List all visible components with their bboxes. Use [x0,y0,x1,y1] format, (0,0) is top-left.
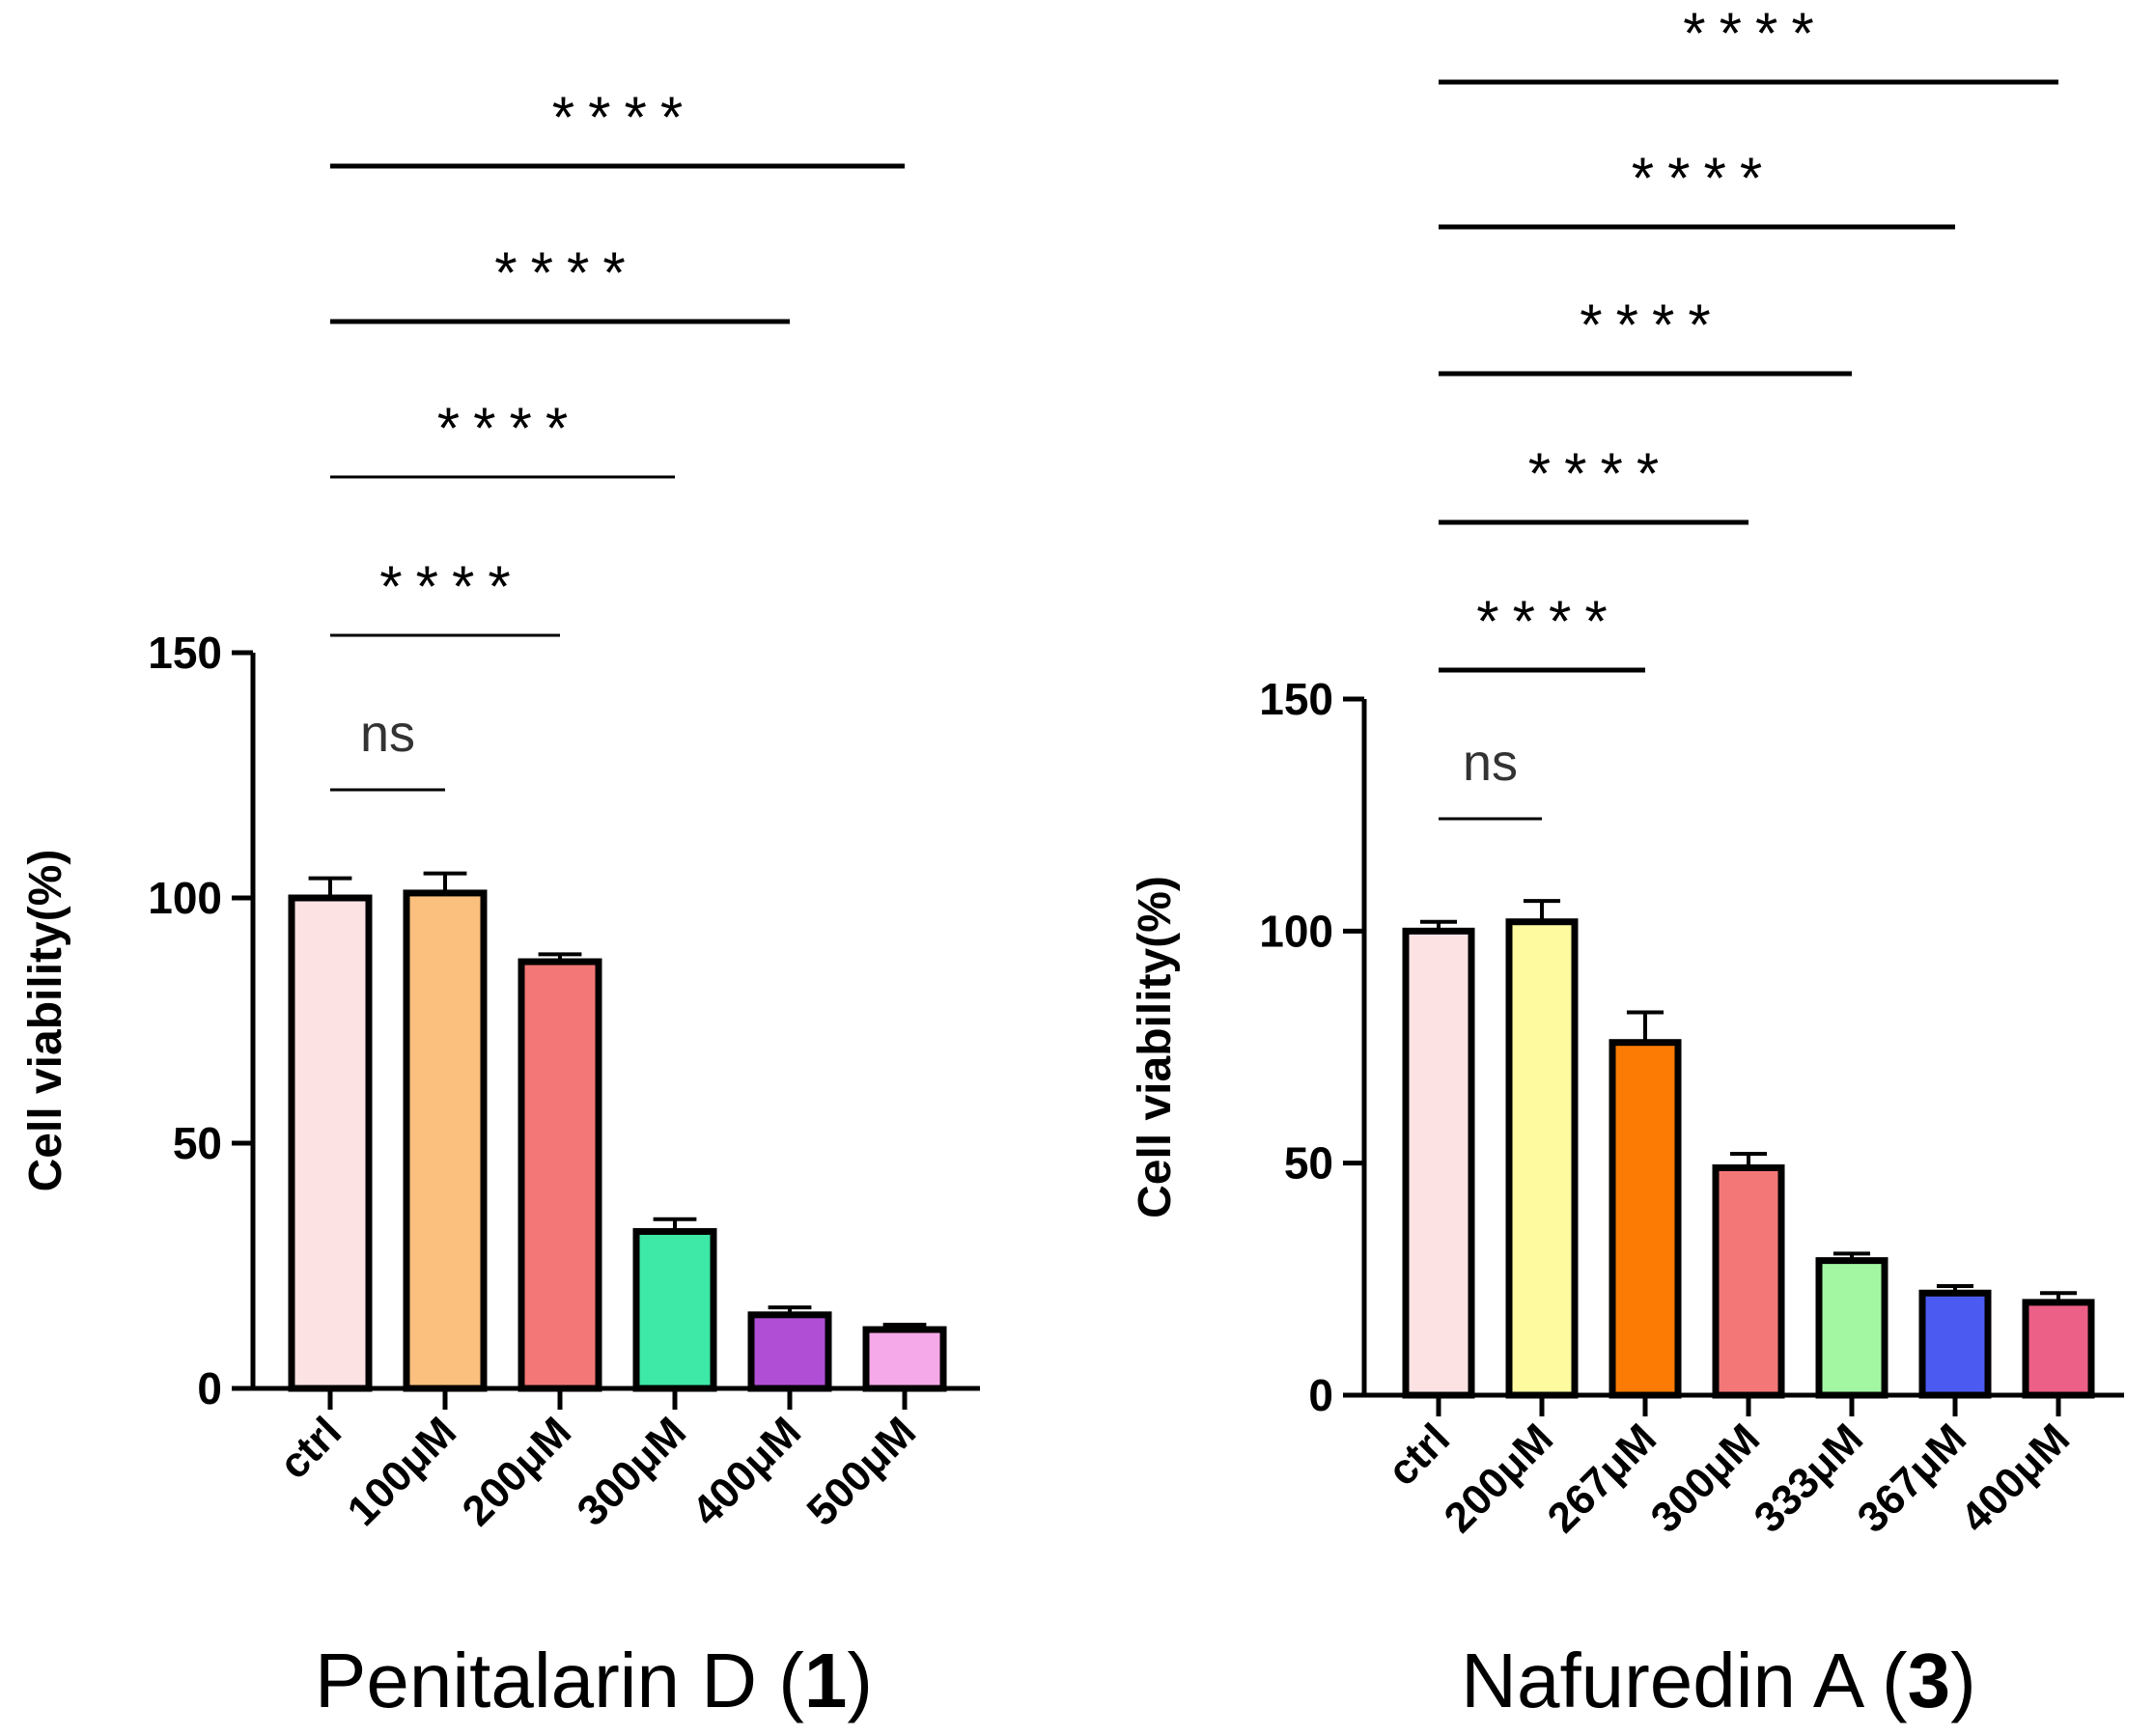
nafuredin-a-y-tick-label: 100 [1259,906,1333,956]
nafuredin-a-y-tick-label: 50 [1284,1138,1333,1189]
penitalarin-d-y-tick-label: 100 [148,873,222,923]
penitalarin-d-bar-5 [862,1326,947,1392]
nafuredin-a-bar-1 [1505,918,1579,1399]
penitalarin-d-y-tick-label: 0 [197,1363,222,1414]
nafuredin-a-bar-0 [1402,927,1475,1399]
nafuredin-a-significance-label: **** [1580,293,1723,357]
penitalarin-d-bar-0 [288,894,373,1392]
nafuredin-a-chart-title: Nafuredin A (3) [1461,1638,1976,1723]
penitalarin-d-bar-4 [747,1311,832,1392]
nafuredin-a-category-label: 333μM [1746,1414,1873,1542]
nafuredin-a-category-label: 200μM [1436,1414,1563,1542]
nafuredin-a-bar-3 [1712,1163,1785,1399]
nafuredin-a-category-label: 400μM [1952,1414,2080,1542]
penitalarin-d-significance-label: **** [437,396,581,461]
penitalarin-d-significance-label: ns [360,705,415,763]
nafuredin-a-bar-6 [2022,1299,2095,1399]
penitalarin-d-significance-label: **** [552,85,696,150]
nafuredin-a-panel: Nafuredin A (3) 0 50 100 150 Cell viability(… [1130,1,2124,1723]
penitalarin-d-category-label: 500μM [798,1408,926,1535]
nafuredin-a-bar-4 [1815,1257,1888,1399]
penitalarin-d-category-label: 400μM [684,1408,811,1535]
nafuredin-a-y-axis-title: Cell viability(%) [1130,876,1181,1218]
nafuredin-a-significance-label: **** [1683,1,1827,66]
nafuredin-a-category-label: 300μM [1642,1414,1770,1542]
nafuredin-a-significance-label: **** [1632,146,1776,210]
penitalarin-d-chart-title: Penitalarin D (1) [315,1638,873,1723]
nafuredin-a-significance-label: ns [1463,734,1518,792]
penitalarin-d-category-label: 300μM [569,1408,696,1535]
penitalarin-d-category-label: ctrl [270,1408,350,1488]
nafuredin-a-category-label: ctrl [1379,1414,1459,1495]
penitalarin-d-y-tick-label: 150 [148,628,222,678]
penitalarin-d-significance-label: **** [494,240,638,305]
penitalarin-d-y-axis-title: Cell viability(%) [20,850,71,1192]
nafuredin-a-bar-2 [1609,1039,1682,1399]
penitalarin-d-panel: Penitalarin D (1) 0 50 100 150 Cell viabilit… [20,85,980,1723]
penitalarin-d-significance-label: **** [379,554,523,619]
penitalarin-d-y-tick-label: 50 [173,1118,222,1168]
nafuredin-a-category-label: 267μM [1539,1414,1666,1542]
nafuredin-a-significance-label: **** [1476,589,1620,654]
penitalarin-d-bar-3 [632,1227,717,1392]
nafuredin-a-category-label: 367μM [1849,1414,1976,1542]
nafuredin-a-bar-5 [1918,1289,1992,1399]
nafuredin-a-significance-label: **** [1528,441,1672,506]
nafuredin-a-y-tick-label: 150 [1259,674,1333,724]
penitalarin-d-bar-2 [518,958,602,1392]
penitalarin-d-category-label: 100μM [339,1408,466,1535]
nafuredin-a-y-tick-label: 0 [1308,1370,1333,1420]
penitalarin-d-category-label: 200μM [454,1408,581,1535]
penitalarin-d-bar-1 [403,889,488,1392]
